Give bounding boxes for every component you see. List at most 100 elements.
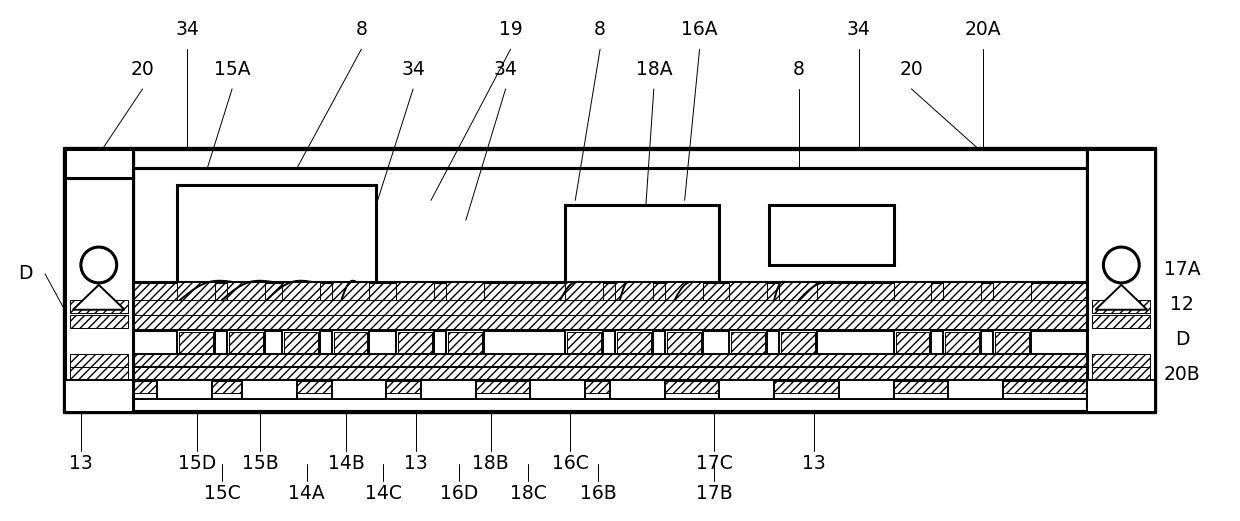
- Text: 14A: 14A: [289, 484, 325, 503]
- Bar: [779, 330, 817, 354]
- Text: 8: 8: [794, 59, 805, 79]
- Text: 17C: 17C: [696, 454, 733, 474]
- Bar: [133, 300, 1087, 315]
- Bar: [69, 354, 128, 367]
- Text: 16D: 16D: [440, 484, 477, 503]
- Bar: [719, 380, 774, 399]
- Bar: [838, 380, 894, 399]
- Bar: [334, 332, 367, 353]
- Text: 15A: 15A: [213, 59, 250, 79]
- Circle shape: [1104, 247, 1140, 283]
- Bar: [133, 367, 1087, 393]
- Circle shape: [81, 247, 117, 283]
- Bar: [781, 332, 815, 353]
- Text: 20A: 20A: [965, 20, 1002, 39]
- Text: 8: 8: [594, 20, 606, 39]
- Bar: [331, 380, 386, 399]
- Bar: [64, 399, 1156, 412]
- Text: 20: 20: [899, 59, 924, 79]
- Text: 17B: 17B: [696, 484, 733, 503]
- Bar: [422, 380, 476, 399]
- Bar: [779, 282, 817, 300]
- Bar: [64, 148, 133, 412]
- Text: 20B: 20B: [1163, 365, 1200, 384]
- Bar: [729, 330, 768, 354]
- Bar: [615, 282, 652, 300]
- Bar: [993, 330, 1030, 354]
- Bar: [133, 399, 1087, 412]
- Text: 16A: 16A: [681, 20, 718, 39]
- Text: 14C: 14C: [365, 484, 402, 503]
- Bar: [133, 354, 1087, 367]
- Bar: [227, 330, 265, 354]
- Text: 18B: 18B: [472, 454, 510, 474]
- Bar: [944, 330, 981, 354]
- Bar: [665, 282, 703, 300]
- Bar: [64, 148, 1156, 412]
- Bar: [157, 380, 212, 399]
- Bar: [64, 380, 133, 412]
- Text: 16B: 16B: [580, 484, 616, 503]
- Text: 34: 34: [847, 20, 870, 39]
- Text: 34: 34: [402, 59, 425, 79]
- Text: 14B: 14B: [329, 454, 365, 474]
- Bar: [331, 330, 370, 354]
- Text: D: D: [17, 265, 32, 283]
- Text: 15B: 15B: [242, 454, 278, 474]
- Text: 34: 34: [175, 20, 200, 39]
- Bar: [227, 282, 265, 300]
- Bar: [281, 282, 320, 300]
- Bar: [446, 330, 484, 354]
- Bar: [732, 332, 765, 353]
- Bar: [69, 315, 128, 328]
- Text: 13: 13: [404, 454, 428, 474]
- Polygon shape: [73, 285, 125, 310]
- Bar: [69, 367, 128, 380]
- Text: 8: 8: [356, 20, 367, 39]
- Bar: [565, 205, 719, 282]
- Bar: [177, 185, 376, 282]
- Text: 13: 13: [69, 454, 93, 474]
- Bar: [398, 332, 432, 353]
- Bar: [567, 332, 601, 353]
- Text: 18A: 18A: [636, 59, 672, 79]
- Bar: [894, 282, 931, 300]
- Text: D: D: [1174, 330, 1189, 349]
- Bar: [180, 332, 213, 353]
- Polygon shape: [1095, 285, 1147, 310]
- Bar: [284, 332, 317, 353]
- Text: 34: 34: [494, 59, 517, 79]
- Bar: [448, 332, 482, 353]
- Bar: [944, 282, 981, 300]
- Bar: [133, 282, 1087, 300]
- Bar: [281, 330, 320, 354]
- Bar: [1087, 148, 1156, 412]
- Bar: [894, 330, 931, 354]
- Bar: [615, 330, 652, 354]
- Text: 20: 20: [130, 59, 155, 79]
- Bar: [945, 332, 980, 353]
- Bar: [993, 282, 1030, 300]
- Bar: [331, 282, 370, 300]
- Bar: [1087, 380, 1156, 412]
- Text: 12: 12: [1171, 295, 1194, 314]
- Bar: [133, 315, 1087, 330]
- Text: 15D: 15D: [179, 454, 217, 474]
- Bar: [994, 332, 1029, 353]
- Bar: [229, 332, 263, 353]
- Bar: [242, 380, 296, 399]
- Bar: [397, 282, 434, 300]
- Bar: [1092, 354, 1151, 367]
- Bar: [610, 380, 665, 399]
- Text: 19: 19: [498, 20, 522, 39]
- Bar: [1092, 300, 1151, 313]
- Bar: [769, 205, 894, 265]
- Bar: [667, 332, 701, 353]
- Bar: [133, 148, 1087, 282]
- Bar: [565, 330, 603, 354]
- Text: 18C: 18C: [510, 484, 547, 503]
- Text: 15C: 15C: [203, 484, 241, 503]
- Text: 13: 13: [802, 454, 826, 474]
- Bar: [895, 332, 929, 353]
- Text: 17A: 17A: [1163, 260, 1200, 279]
